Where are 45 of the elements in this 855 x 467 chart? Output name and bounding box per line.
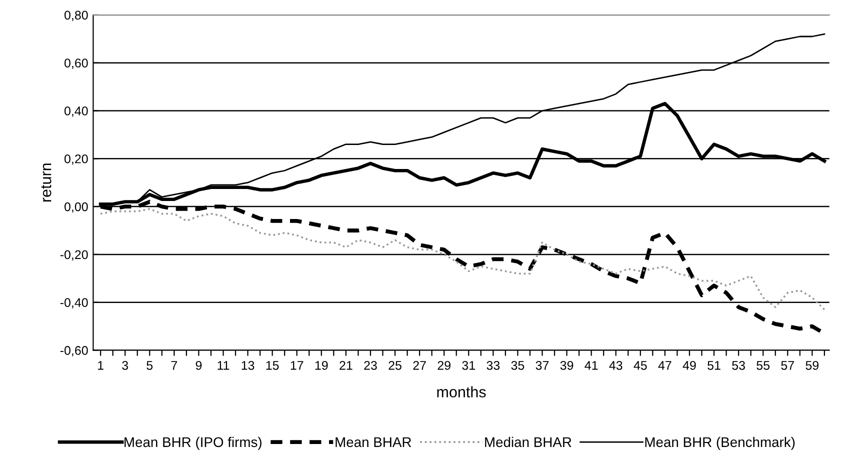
y-axis-title: return bbox=[41, 164, 52, 202]
x-tick-label: 7 bbox=[171, 361, 178, 370]
x-tick-label: 51 bbox=[708, 361, 720, 370]
x-tick-label: 23 bbox=[364, 360, 377, 370]
x-tick-label: 3 bbox=[122, 360, 128, 370]
y-tick-label: 0,20 bbox=[64, 154, 88, 165]
x-tick-label: 33 bbox=[486, 360, 500, 370]
legend-label: Mean BHR (Benchmark) bbox=[645, 436, 795, 450]
x-tick-label: 39 bbox=[560, 360, 574, 370]
x-tick-label: 1 bbox=[98, 361, 104, 370]
y-tick-label: -0,20 bbox=[60, 250, 88, 261]
x-axis-title: months bbox=[437, 386, 486, 398]
x-tick-label: 35 bbox=[511, 360, 524, 370]
x-tick-label: 41 bbox=[584, 361, 598, 370]
x-tick-label: 19 bbox=[315, 360, 328, 370]
x-tick-label: 47 bbox=[658, 361, 672, 370]
y-tick-label: 0,60 bbox=[64, 58, 88, 69]
x-tick-label: 29 bbox=[438, 360, 450, 370]
x-tick-label: 43 bbox=[609, 360, 622, 370]
legend-label: Mean BHAR bbox=[336, 437, 412, 448]
x-tick-label: 13 bbox=[242, 360, 254, 370]
x-tick-label: 49 bbox=[682, 360, 696, 370]
x-tick-label: 9 bbox=[196, 360, 202, 370]
line-series bbox=[100, 208, 826, 310]
x-tick-label: 55 bbox=[756, 361, 770, 370]
y-tick-label: -0,60 bbox=[60, 346, 88, 356]
x-tick-label: 27 bbox=[413, 360, 426, 370]
x-tick-label: 11 bbox=[218, 361, 230, 370]
x-tick-label: 53 bbox=[732, 360, 745, 370]
x-tick-label: 31 bbox=[462, 360, 475, 370]
legend-label: Mean BHR (IPO firms) bbox=[124, 436, 262, 450]
y-tick-label: 0,40 bbox=[64, 106, 88, 117]
x-tick-label: 37 bbox=[536, 360, 549, 370]
x-tick-label: 59 bbox=[806, 360, 819, 370]
x-tick-label: 25 bbox=[388, 360, 402, 370]
x-tick-label: 45 bbox=[634, 361, 647, 370]
legend-label: Median BHAR bbox=[485, 436, 572, 448]
x-tick-label: 15 bbox=[266, 361, 279, 370]
x-tick-label: 5 bbox=[146, 361, 153, 370]
x-tick-label: 57 bbox=[781, 361, 794, 370]
x-tick-label: 17 bbox=[290, 361, 304, 370]
x-tick-label: 21 bbox=[340, 360, 352, 370]
y-tick-label: 0,00 bbox=[64, 202, 88, 213]
y-tick-label: 0,80 bbox=[64, 10, 88, 22]
y-tick-label: -0,40 bbox=[60, 298, 88, 308]
